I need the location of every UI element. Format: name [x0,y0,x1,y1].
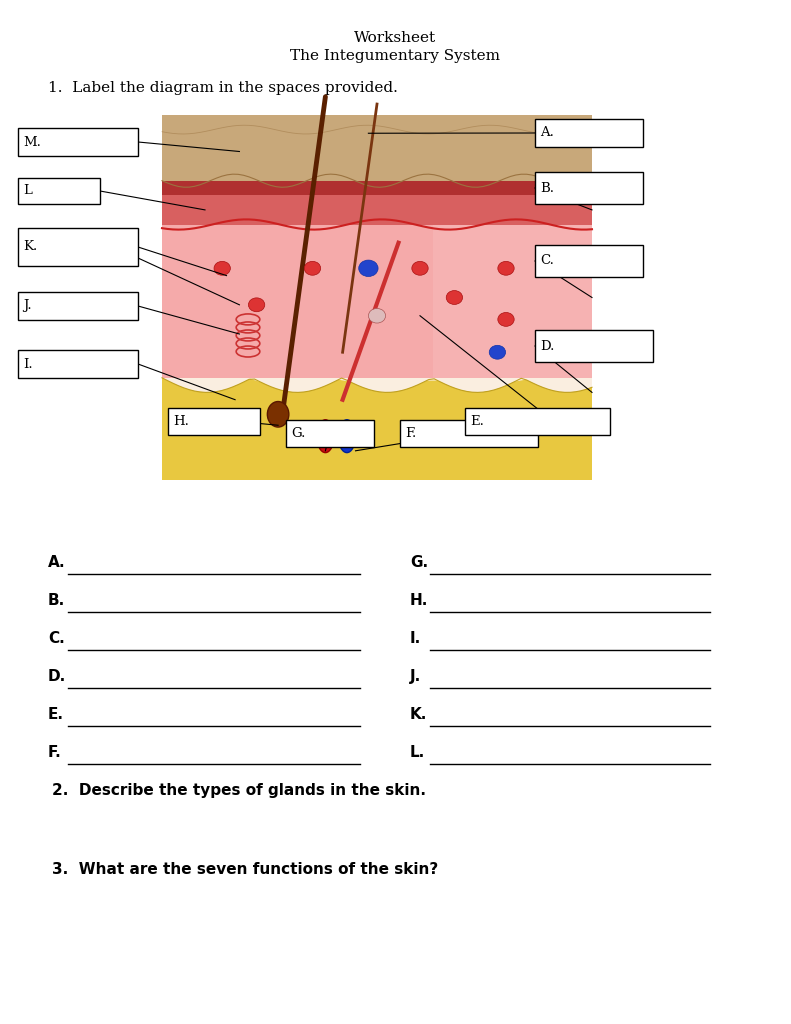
Text: K.: K. [23,241,37,254]
Ellipse shape [305,261,320,275]
Polygon shape [162,224,592,378]
Bar [18,350,138,378]
Ellipse shape [317,420,334,453]
Text: D.: D. [48,669,66,684]
Text: The Integumentary System: The Integumentary System [290,49,500,63]
Bar [162,115,592,480]
Text: B.: B. [48,593,65,608]
Text: I.: I. [410,631,422,646]
Text: D.: D. [540,340,554,352]
Text: A.: A. [540,127,554,139]
Bar [433,224,592,378]
Bar [18,292,138,319]
Bar [535,172,643,204]
Ellipse shape [369,308,385,323]
Bar [535,119,643,147]
Bar [400,420,538,447]
Ellipse shape [359,260,378,276]
Text: K.: K. [410,707,427,722]
Polygon shape [162,196,592,224]
Text: 3.  What are the seven functions of the skin?: 3. What are the seven functions of the s… [52,862,438,878]
Text: L: L [23,184,32,198]
Ellipse shape [498,312,514,327]
Text: B.: B. [540,181,554,195]
Text: H.: H. [410,593,429,608]
Ellipse shape [412,261,428,275]
Text: H.: H. [173,415,189,428]
Text: Worksheet: Worksheet [354,31,436,45]
Text: J.: J. [23,299,32,312]
Ellipse shape [446,291,463,304]
Bar [18,128,138,156]
Polygon shape [162,115,592,180]
Ellipse shape [267,401,289,427]
Ellipse shape [339,420,355,453]
Text: F.: F. [48,745,62,760]
Bar [168,408,260,435]
Text: A.: A. [48,555,66,570]
Polygon shape [162,180,592,196]
Text: M.: M. [23,135,41,148]
Text: L.: L. [410,745,426,760]
Ellipse shape [489,345,505,359]
Bar [18,178,100,204]
Text: G.: G. [291,427,305,440]
Ellipse shape [248,298,265,311]
Ellipse shape [498,261,514,275]
Bar [535,245,643,278]
Text: G.: G. [410,555,428,570]
Text: F.: F. [405,427,416,440]
Text: 2.  Describe the types of glands in the skin.: 2. Describe the types of glands in the s… [52,782,426,798]
Bar [535,330,653,362]
Text: C.: C. [540,255,554,267]
Text: 1.  Label the diagram in the spaces provided.: 1. Label the diagram in the spaces provi… [48,81,398,95]
Bar [18,228,138,266]
Polygon shape [162,378,592,480]
Text: I.: I. [23,357,32,371]
Bar [465,408,610,435]
Text: E.: E. [48,707,64,722]
Bar [286,420,374,447]
Ellipse shape [214,261,230,275]
Text: C.: C. [48,631,65,646]
Text: E.: E. [470,415,484,428]
Text: J.: J. [410,669,422,684]
